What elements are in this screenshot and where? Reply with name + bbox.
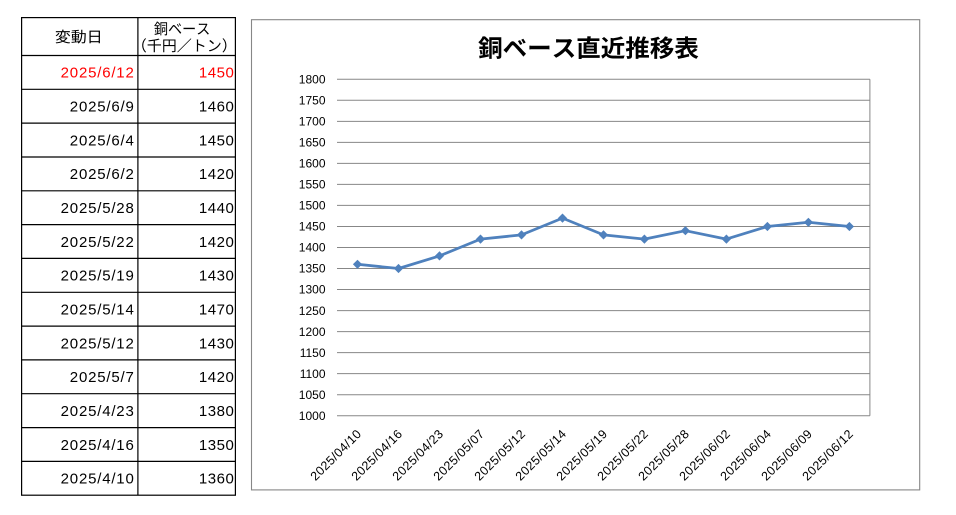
- svg-text:1650: 1650: [299, 136, 326, 150]
- svg-text:1450: 1450: [199, 132, 235, 149]
- svg-text:1350: 1350: [299, 262, 326, 276]
- svg-text:2025/5/7: 2025/5/7: [70, 369, 135, 386]
- svg-text:1500: 1500: [299, 199, 326, 213]
- svg-text:2025/6/4: 2025/6/4: [70, 132, 135, 149]
- svg-text:1420: 1420: [199, 166, 235, 183]
- svg-text:1200: 1200: [299, 325, 326, 339]
- svg-text:2025/5/12: 2025/5/12: [61, 335, 135, 352]
- svg-text:1450: 1450: [199, 65, 235, 82]
- svg-text:1440: 1440: [199, 200, 235, 217]
- svg-text:1700: 1700: [299, 115, 326, 129]
- svg-text:1100: 1100: [300, 367, 326, 381]
- svg-text:2025/5/22: 2025/5/22: [61, 234, 135, 251]
- svg-text:1420: 1420: [199, 369, 235, 386]
- svg-text:1800: 1800: [299, 73, 326, 87]
- svg-text:2025/6/9: 2025/6/9: [70, 99, 135, 116]
- svg-text:1300: 1300: [299, 283, 326, 297]
- svg-text:2025/5/28: 2025/5/28: [61, 200, 135, 217]
- svg-text:1600: 1600: [299, 157, 326, 171]
- svg-text:2025/5/14: 2025/5/14: [61, 302, 135, 319]
- svg-text:1380: 1380: [199, 403, 235, 420]
- svg-text:2025/4/16: 2025/4/16: [61, 437, 135, 454]
- svg-text:1450: 1450: [299, 220, 326, 234]
- svg-text:2025/5/19: 2025/5/19: [61, 268, 135, 285]
- svg-text:1750: 1750: [299, 94, 326, 108]
- svg-text:1460: 1460: [199, 99, 235, 116]
- svg-text:1550: 1550: [299, 178, 326, 192]
- svg-text:2025/6/2: 2025/6/2: [70, 166, 135, 183]
- svg-text:1050: 1050: [299, 388, 326, 402]
- svg-text:1350: 1350: [199, 437, 235, 454]
- svg-text:1360: 1360: [199, 471, 235, 488]
- svg-text:1000: 1000: [299, 409, 326, 423]
- svg-text:1430: 1430: [199, 268, 235, 285]
- svg-text:1250: 1250: [299, 304, 326, 318]
- svg-text:1470: 1470: [199, 302, 235, 319]
- svg-text:2025/4/10: 2025/4/10: [61, 471, 135, 488]
- svg-text:2025/4/23: 2025/4/23: [61, 403, 135, 420]
- svg-text:1430: 1430: [199, 335, 235, 352]
- svg-text:1150: 1150: [300, 346, 326, 360]
- svg-text:1400: 1400: [299, 241, 326, 255]
- svg-text:2025/6/12: 2025/6/12: [61, 65, 135, 82]
- svg-text:1420: 1420: [199, 234, 235, 251]
